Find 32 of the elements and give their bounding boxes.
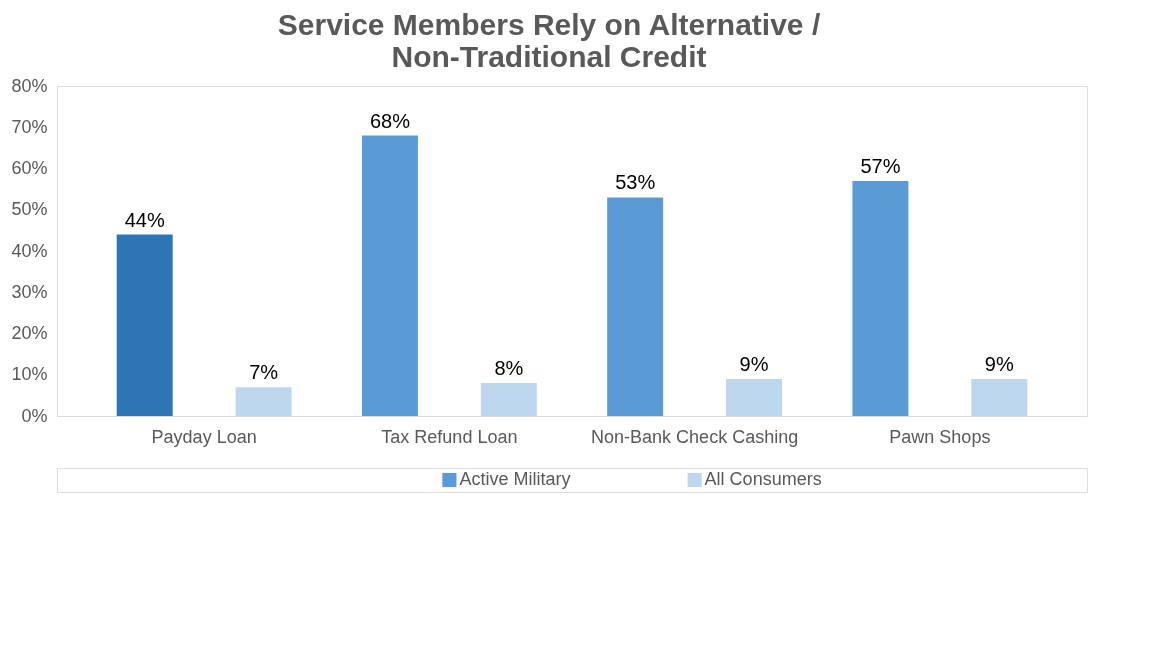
legend-label: Active Military (459, 469, 571, 489)
x-tick-label: Payday Loan (151, 426, 257, 447)
y-tick-label: 40% (11, 240, 48, 261)
y-tick-label: 20% (11, 323, 48, 343)
text: 9% (739, 352, 769, 375)
x-tick-label: Tax Refund Loan (381, 426, 518, 447)
bar (235, 387, 292, 416)
text: Service Members Rely on Alternative / (277, 7, 821, 41)
x-tick-label: Pawn Shops (889, 426, 991, 447)
bar (726, 378, 783, 416)
bar (852, 180, 909, 416)
bar (971, 378, 1028, 416)
bar (607, 197, 664, 416)
y-tick-label: 50% (11, 199, 48, 220)
y-tick-label: 60% (11, 158, 48, 178)
y-tick-label: 30% (11, 281, 48, 302)
legend-label: All Consumers (704, 469, 822, 489)
x-tick-label: Non-Bank Check Cashing (591, 426, 799, 447)
bar (116, 234, 173, 416)
text: 9% (984, 352, 1014, 375)
y-tick-label: 10% (11, 364, 48, 385)
text: 57% (860, 154, 901, 177)
text: 53% (615, 171, 656, 194)
text: 68% (369, 109, 410, 132)
text: 7% (249, 361, 279, 384)
y-tick-label: 0% (21, 405, 48, 426)
y-tick-label: 80% (11, 75, 48, 96)
bar (361, 135, 418, 416)
y-tick-label: 70% (11, 116, 48, 137)
text: 44% (124, 208, 165, 231)
bar (480, 383, 537, 416)
text: 8% (494, 357, 524, 379)
